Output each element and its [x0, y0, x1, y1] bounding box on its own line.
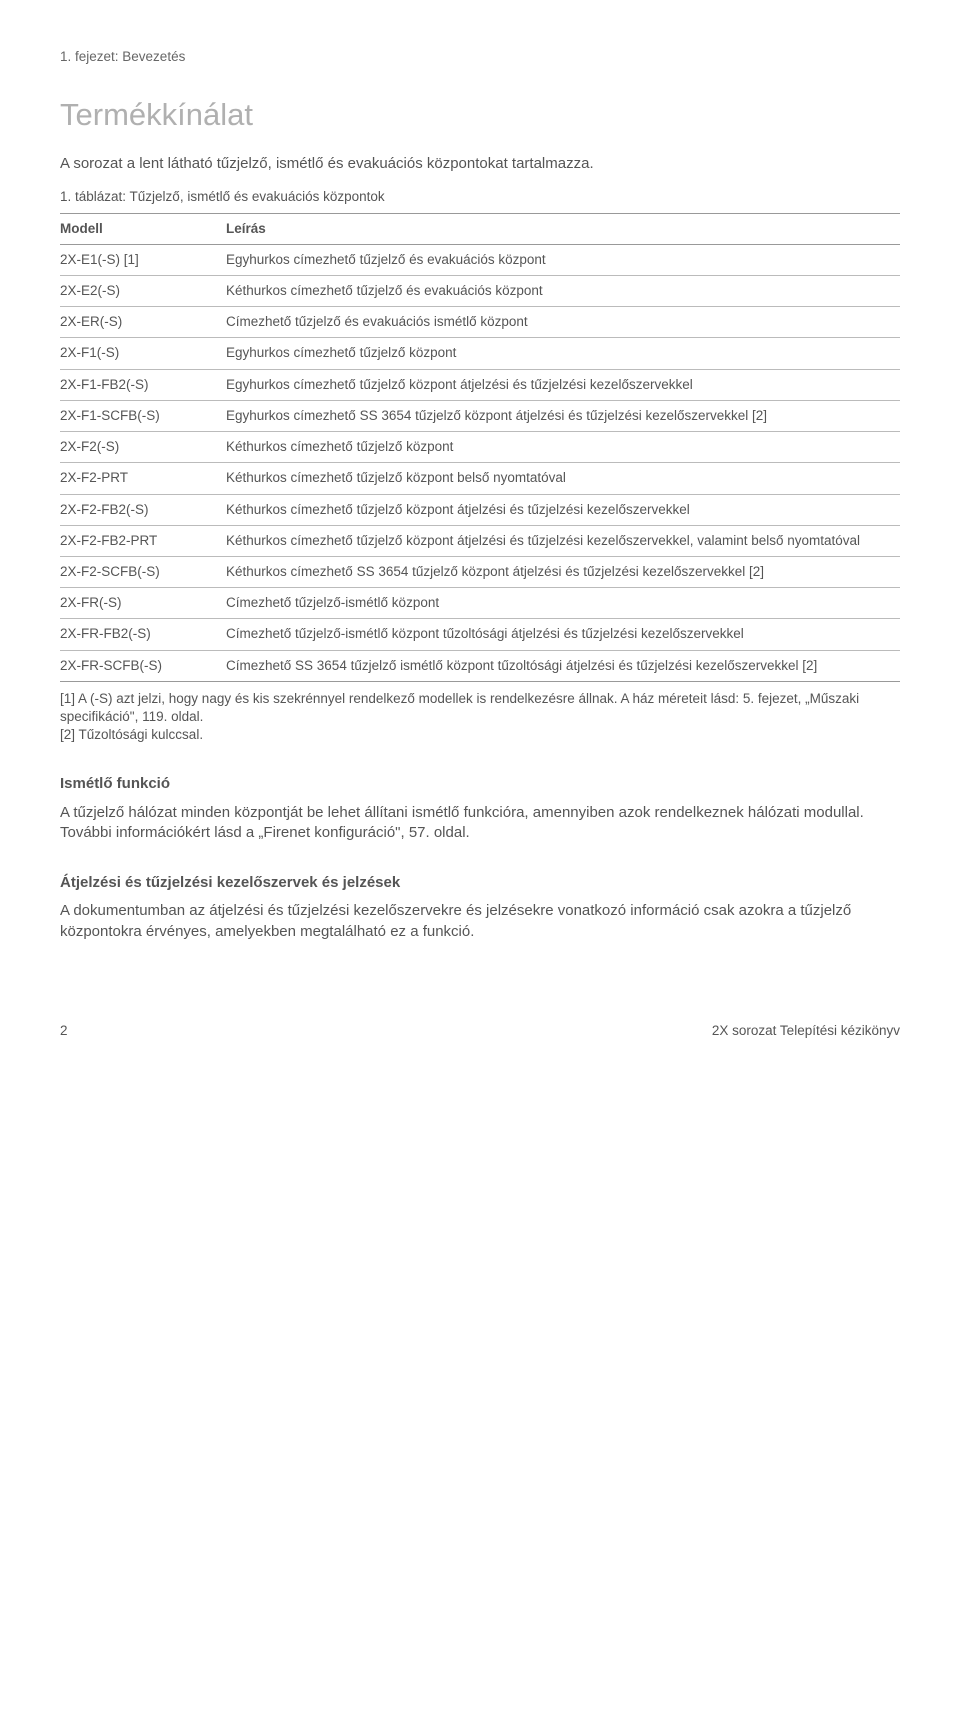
- cell-model: 2X-E2(-S): [60, 275, 226, 306]
- section-ismetlo-title: Ismétlő funkció: [60, 774, 900, 794]
- cell-description: Kéthurkos címezhető tűzjelző és evakuáci…: [226, 275, 900, 306]
- column-header-description: Leírás: [226, 213, 900, 244]
- table-row: 2X-FR(-S)Címezhető tűzjelző-ismétlő közp…: [60, 588, 900, 619]
- cell-description: Egyhurkos címezhető tűzjelző és evakuáci…: [226, 244, 900, 275]
- table-row: 2X-F2-SCFB(-S)Kéthurkos címezhető SS 365…: [60, 556, 900, 587]
- note-2: [2] Tűzoltósági kulccsal.: [60, 726, 900, 744]
- cell-model: 2X-F2-FB2-PRT: [60, 525, 226, 556]
- table-row: 2X-FR-FB2(-S)Címezhető tűzjelző-ismétlő …: [60, 619, 900, 650]
- table-row: 2X-F2-FB2(-S)Kéthurkos címezhető tűzjelz…: [60, 494, 900, 525]
- section-ismetlo-body: A tűzjelző hálózat minden központját be …: [60, 803, 900, 844]
- table-row: 2X-F2-PRTKéthurkos címezhető tűzjelző kö…: [60, 463, 900, 494]
- column-header-model: Modell: [60, 213, 226, 244]
- cell-model: 2X-E1(-S) [1]: [60, 244, 226, 275]
- table-row: 2X-F1(-S)Egyhurkos címezhető tűzjelző kö…: [60, 338, 900, 369]
- cell-description: Címezhető SS 3654 tűzjelző ismétlő közpo…: [226, 650, 900, 681]
- cell-model: 2X-F2-SCFB(-S): [60, 556, 226, 587]
- cell-model: 2X-ER(-S): [60, 307, 226, 338]
- cell-description: Egyhurkos címezhető tűzjelző központ átj…: [226, 369, 900, 400]
- cell-description: Kéthurkos címezhető tűzjelző központ bel…: [226, 463, 900, 494]
- table-notes: [1] A (-S) azt jelzi, hogy nagy és kis s…: [60, 690, 900, 745]
- page-heading: Termékkínálat: [60, 94, 900, 136]
- page-footer: 2 2X sorozat Telepítési kézikönyv: [60, 1022, 900, 1040]
- cell-model: 2X-F2-PRT: [60, 463, 226, 494]
- cell-model: 2X-FR-SCFB(-S): [60, 650, 226, 681]
- cell-description: Címezhető tűzjelző és evakuációs ismétlő…: [226, 307, 900, 338]
- cell-description: Egyhurkos címezhető SS 3654 tűzjelző köz…: [226, 400, 900, 431]
- cell-model: 2X-FR-FB2(-S): [60, 619, 226, 650]
- cell-description: Kéthurkos címezhető tűzjelző központ: [226, 432, 900, 463]
- table-row: 2X-F1-SCFB(-S)Egyhurkos címezhető SS 365…: [60, 400, 900, 431]
- models-table: Modell Leírás 2X-E1(-S) [1]Egyhurkos cím…: [60, 213, 900, 682]
- cell-model: 2X-F1-SCFB(-S): [60, 400, 226, 431]
- table-row: 2X-E1(-S) [1]Egyhurkos címezhető tűzjelz…: [60, 244, 900, 275]
- table-row: 2X-F1-FB2(-S)Egyhurkos címezhető tűzjelz…: [60, 369, 900, 400]
- cell-model: 2X-F1(-S): [60, 338, 226, 369]
- cell-model: 2X-F2-FB2(-S): [60, 494, 226, 525]
- cell-description: Egyhurkos címezhető tűzjelző központ: [226, 338, 900, 369]
- table-caption: 1. táblázat: Tűzjelző, ismétlő és evakuá…: [60, 188, 900, 206]
- cell-model: 2X-F1-FB2(-S): [60, 369, 226, 400]
- cell-model: 2X-FR(-S): [60, 588, 226, 619]
- chapter-label: 1. fejezet: Bevezetés: [60, 48, 900, 66]
- intro-paragraph: A sorozat a lent látható tűzjelző, ismét…: [60, 154, 900, 174]
- table-row: 2X-FR-SCFB(-S)Címezhető SS 3654 tűzjelző…: [60, 650, 900, 681]
- cell-description: Kéthurkos címezhető tűzjelző központ átj…: [226, 525, 900, 556]
- cell-description: Kéthurkos címezhető SS 3654 tűzjelző köz…: [226, 556, 900, 587]
- table-row: 2X-E2(-S)Kéthurkos címezhető tűzjelző és…: [60, 275, 900, 306]
- cell-model: 2X-F2(-S): [60, 432, 226, 463]
- page-number: 2: [60, 1022, 68, 1040]
- note-1: [1] A (-S) azt jelzi, hogy nagy és kis s…: [60, 690, 900, 726]
- cell-description: Címezhető tűzjelző-ismétlő központ: [226, 588, 900, 619]
- section-atjelzesi-title: Átjelzési és tűzjelzési kezelőszervek és…: [60, 873, 900, 893]
- cell-description: Kéthurkos címezhető tűzjelző központ átj…: [226, 494, 900, 525]
- table-row: 2X-F2-FB2-PRTKéthurkos címezhető tűzjelz…: [60, 525, 900, 556]
- doc-title: 2X sorozat Telepítési kézikönyv: [712, 1022, 900, 1040]
- table-row: 2X-ER(-S)Címezhető tűzjelző és evakuáció…: [60, 307, 900, 338]
- table-row: 2X-F2(-S)Kéthurkos címezhető tűzjelző kö…: [60, 432, 900, 463]
- cell-description: Címezhető tűzjelző-ismétlő központ tűzol…: [226, 619, 900, 650]
- section-atjelzesi-body: A dokumentumban az átjelzési és tűzjelzé…: [60, 901, 900, 942]
